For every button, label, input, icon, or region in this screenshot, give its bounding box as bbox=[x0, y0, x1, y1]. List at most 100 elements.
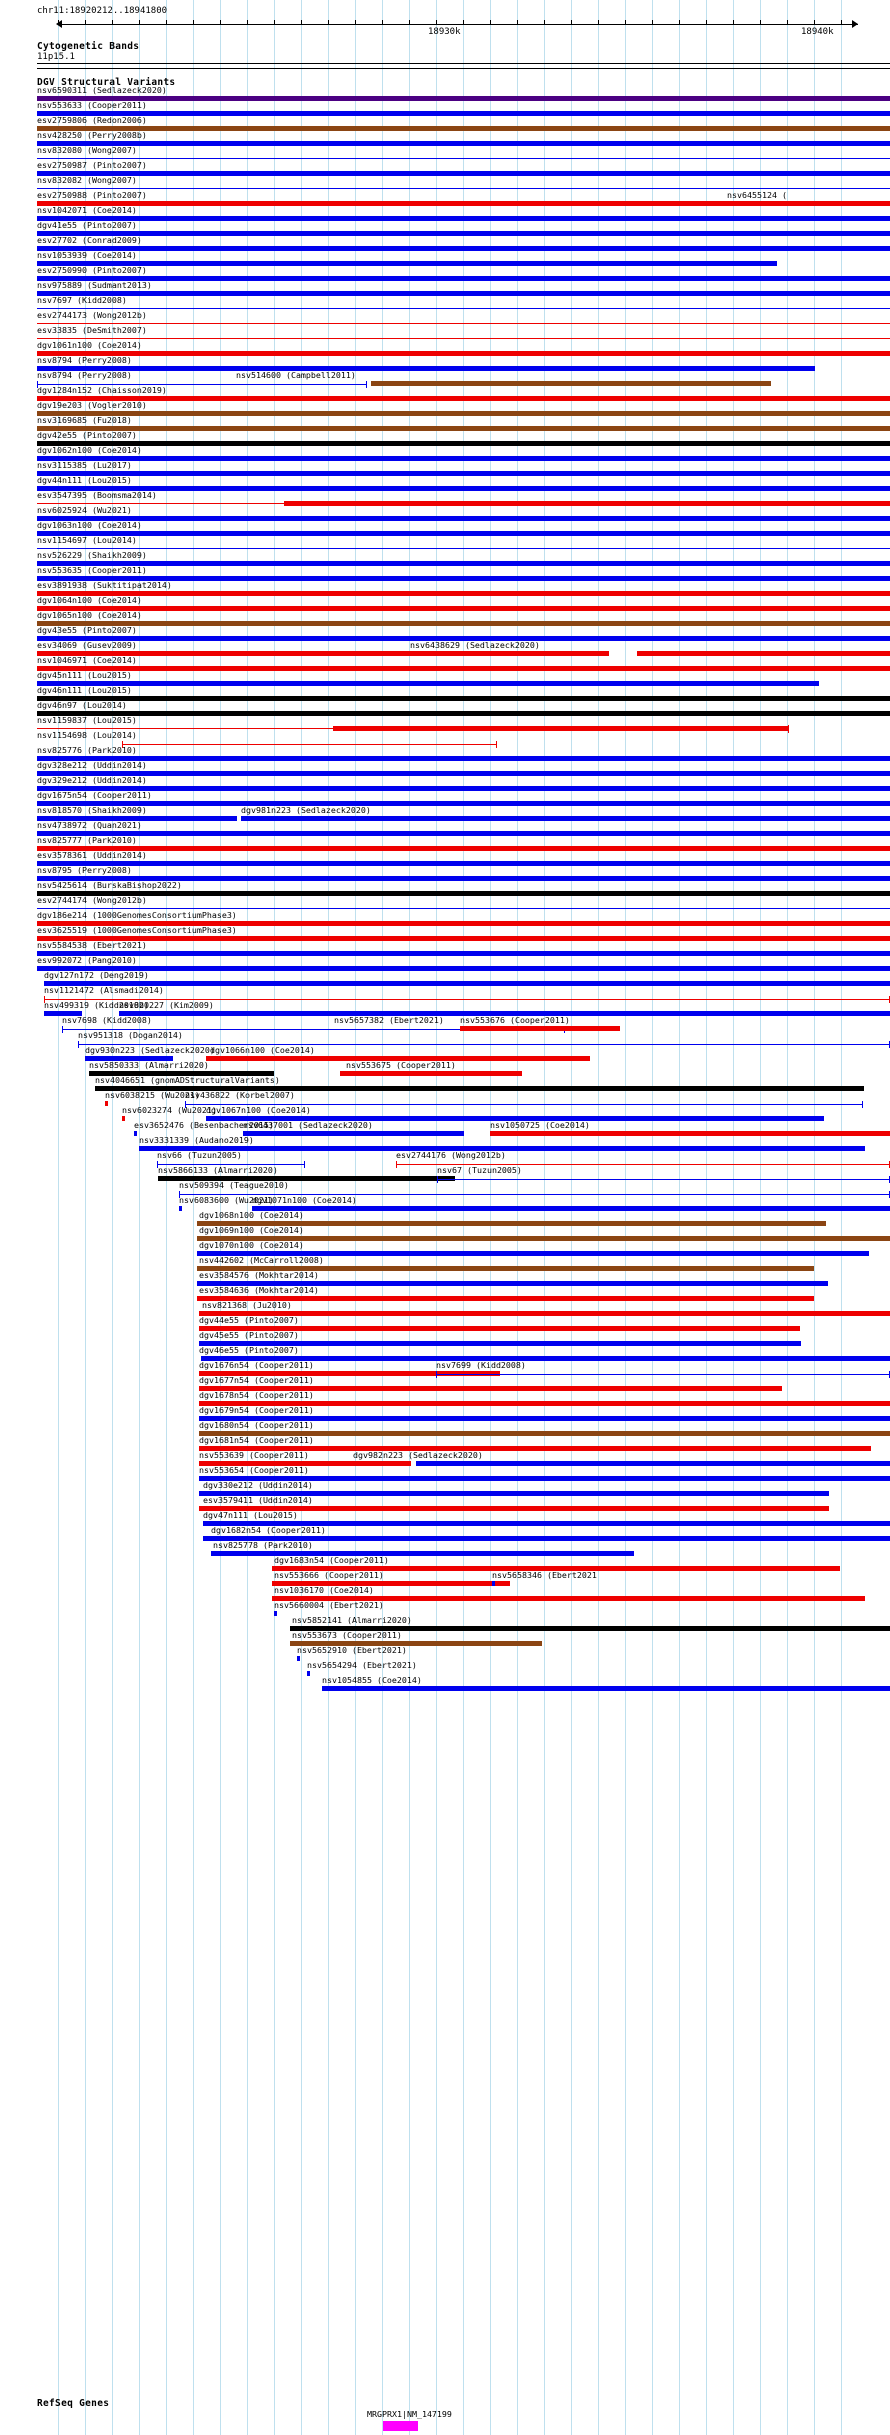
feature-bar[interactable] bbox=[37, 246, 890, 251]
feature-bar[interactable] bbox=[199, 1506, 829, 1511]
feature-bar[interactable] bbox=[37, 351, 890, 356]
feature-bar[interactable] bbox=[460, 1026, 620, 1031]
feature-bar[interactable] bbox=[637, 651, 890, 656]
feature-bar[interactable] bbox=[199, 1461, 411, 1466]
feature-bar[interactable] bbox=[37, 216, 890, 221]
feature-bar[interactable] bbox=[322, 1686, 890, 1691]
feature-bar[interactable] bbox=[37, 531, 890, 536]
feature-bar[interactable] bbox=[333, 726, 788, 731]
feature-bar[interactable] bbox=[492, 1581, 495, 1586]
feature-bar[interactable] bbox=[272, 1581, 510, 1586]
feature-bar[interactable] bbox=[89, 1071, 274, 1076]
feature-bar[interactable] bbox=[37, 471, 890, 476]
feature-line[interactable] bbox=[157, 1164, 305, 1165]
feature-bar[interactable] bbox=[37, 576, 890, 581]
feature-bar[interactable] bbox=[37, 426, 890, 431]
feature-bar[interactable] bbox=[197, 1266, 814, 1271]
feature-bar[interactable] bbox=[37, 261, 777, 266]
feature-bar[interactable] bbox=[37, 696, 890, 701]
feature-line[interactable] bbox=[44, 999, 890, 1000]
feature-bar[interactable] bbox=[119, 1011, 890, 1016]
feature-bar[interactable] bbox=[37, 111, 890, 116]
feature-bar[interactable] bbox=[37, 141, 890, 146]
feature-bar[interactable] bbox=[37, 756, 890, 761]
feature-bar[interactable] bbox=[199, 1476, 890, 1481]
feature-bar[interactable] bbox=[37, 201, 890, 206]
feature-line[interactable] bbox=[37, 158, 890, 159]
feature-bar[interactable] bbox=[95, 1086, 864, 1091]
feature-bar[interactable] bbox=[197, 1251, 869, 1256]
feature-bar[interactable] bbox=[37, 861, 890, 866]
feature-line[interactable] bbox=[37, 384, 367, 385]
feature-bar[interactable] bbox=[199, 1416, 890, 1421]
feature-bar[interactable] bbox=[199, 1341, 801, 1346]
feature-line[interactable] bbox=[62, 1029, 565, 1030]
feature-bar[interactable] bbox=[37, 801, 890, 806]
feature-bar[interactable] bbox=[44, 981, 890, 986]
feature-bar[interactable] bbox=[199, 1401, 890, 1406]
feature-bar[interactable] bbox=[371, 381, 771, 386]
feature-bar[interactable] bbox=[37, 366, 815, 371]
feature-bar[interactable] bbox=[122, 1116, 125, 1121]
feature-bar[interactable] bbox=[134, 1131, 137, 1136]
feature-line[interactable] bbox=[179, 1194, 890, 1195]
feature-bar[interactable] bbox=[37, 636, 890, 641]
feature-bar[interactable] bbox=[37, 291, 890, 296]
feature-bar[interactable] bbox=[37, 966, 890, 971]
feature-bar[interactable] bbox=[37, 816, 237, 821]
feature-bar[interactable] bbox=[37, 456, 890, 461]
feature-bar[interactable] bbox=[199, 1491, 829, 1496]
feature-bar[interactable] bbox=[179, 1206, 182, 1211]
feature-bar[interactable] bbox=[37, 876, 890, 881]
feature-bar[interactable] bbox=[290, 1641, 542, 1646]
ruler-left-arrow[interactable] bbox=[56, 20, 62, 28]
feature-bar[interactable] bbox=[139, 1146, 865, 1151]
feature-bar[interactable] bbox=[290, 1626, 890, 1631]
feature-bar[interactable] bbox=[206, 1056, 590, 1061]
feature-line[interactable] bbox=[437, 1179, 890, 1180]
feature-bar[interactable] bbox=[201, 1356, 890, 1361]
gene-glyph-mrgprx1[interactable] bbox=[383, 2421, 418, 2431]
feature-bar[interactable] bbox=[297, 1656, 300, 1661]
feature-bar[interactable] bbox=[37, 516, 890, 521]
feature-bar[interactable] bbox=[252, 1206, 890, 1211]
feature-line[interactable] bbox=[436, 1374, 890, 1375]
feature-bar[interactable] bbox=[44, 1011, 82, 1016]
feature-bar[interactable] bbox=[37, 171, 890, 176]
feature-line[interactable] bbox=[37, 188, 890, 189]
feature-bar[interactable] bbox=[241, 816, 890, 821]
feature-bar[interactable] bbox=[307, 1671, 310, 1676]
feature-bar[interactable] bbox=[105, 1101, 108, 1106]
feature-bar[interactable] bbox=[37, 606, 890, 611]
feature-bar[interactable] bbox=[37, 891, 890, 896]
coordinate-ruler[interactable]: chr11:18920212..18941800 18930k 18940k bbox=[0, 0, 890, 46]
feature-bar[interactable] bbox=[272, 1566, 840, 1571]
feature-line[interactable] bbox=[122, 744, 497, 745]
feature-bar[interactable] bbox=[416, 1461, 890, 1466]
feature-bar[interactable] bbox=[37, 96, 890, 101]
feature-bar[interactable] bbox=[37, 846, 890, 851]
feature-bar[interactable] bbox=[206, 1116, 824, 1121]
feature-line[interactable] bbox=[396, 1164, 890, 1165]
feature-bar[interactable] bbox=[37, 651, 609, 656]
feature-bar[interactable] bbox=[37, 411, 890, 416]
feature-bar[interactable] bbox=[243, 1131, 464, 1136]
feature-line[interactable] bbox=[37, 728, 333, 729]
feature-bar[interactable] bbox=[203, 1536, 890, 1541]
feature-line[interactable] bbox=[37, 908, 890, 909]
feature-line[interactable] bbox=[78, 1044, 890, 1045]
feature-bar[interactable] bbox=[37, 786, 890, 791]
feature-bar[interactable] bbox=[37, 666, 890, 671]
feature-bar[interactable] bbox=[284, 501, 890, 506]
feature-bar[interactable] bbox=[199, 1311, 890, 1316]
feature-bar[interactable] bbox=[199, 1446, 871, 1451]
feature-bar[interactable] bbox=[37, 621, 890, 626]
feature-line[interactable] bbox=[185, 1104, 863, 1105]
feature-bar[interactable] bbox=[199, 1431, 890, 1436]
feature-bar[interactable] bbox=[197, 1236, 890, 1241]
feature-bar[interactable] bbox=[37, 831, 890, 836]
feature-bar[interactable] bbox=[274, 1611, 277, 1616]
feature-line[interactable] bbox=[37, 323, 890, 324]
feature-bar[interactable] bbox=[211, 1551, 634, 1556]
feature-bar[interactable] bbox=[37, 441, 890, 446]
